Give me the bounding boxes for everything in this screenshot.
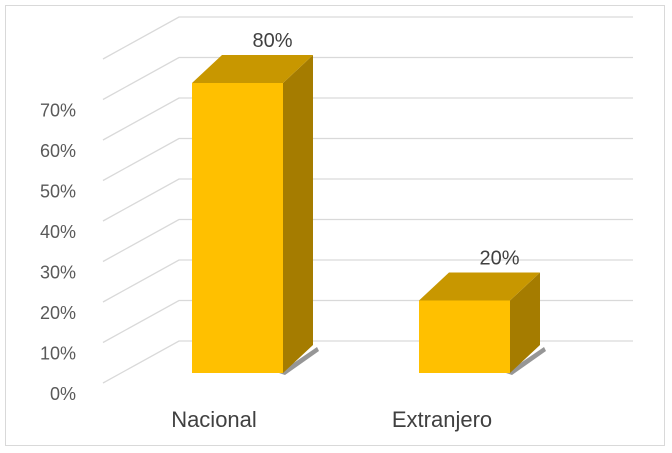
gridline: [102, 137, 633, 182]
bar-extranjero: [419, 272, 546, 375]
gridline: [102, 97, 633, 141]
gridline: [102, 56, 633, 101]
bars: [192, 55, 546, 375]
gridline: [102, 178, 633, 222]
y-tick-label: 50%: [40, 182, 76, 202]
y-tick-label: 70%: [40, 101, 76, 121]
bar-shadow: [506, 347, 546, 375]
bar-top-face: [419, 272, 540, 301]
category-label: Nacional: [171, 407, 257, 432]
y-tick-label: 10%: [40, 344, 76, 364]
y-tick-label: 60%: [40, 141, 76, 161]
y-tick-label: 0%: [50, 384, 76, 404]
bar-side-face: [283, 55, 313, 373]
category-labels: Nacional Extranjero: [171, 407, 492, 432]
data-labels: 80% 20%: [252, 30, 519, 270]
y-tick-label: 30%: [40, 263, 76, 283]
bar-front-face: [192, 83, 283, 373]
gridlines: [102, 16, 633, 384]
bar-side-face: [510, 272, 540, 373]
bar-top-face: [192, 55, 313, 83]
gridline: [102, 218, 633, 263]
gridline: [102, 340, 633, 384]
y-tick-label: 20%: [40, 303, 76, 323]
gridline: [102, 16, 633, 60]
y-axis-tick-labels: 0% 10% 20% 30% 40% 50% 60% 70%: [40, 101, 76, 405]
bar-shadow: [279, 347, 319, 375]
data-label: 20%: [479, 248, 519, 270]
chart-frame: [5, 5, 665, 446]
data-label: 80%: [252, 30, 292, 52]
bar-front-face: [419, 300, 510, 373]
category-label: Extranjero: [392, 407, 492, 432]
gridline: [102, 259, 633, 303]
y-tick-label: 40%: [40, 222, 76, 242]
gridline: [102, 299, 633, 344]
bar-nacional: [192, 55, 319, 375]
